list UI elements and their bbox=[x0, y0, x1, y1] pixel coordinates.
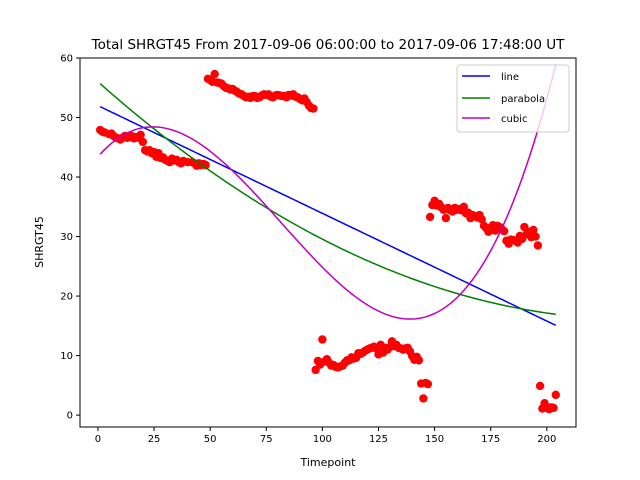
legend: line parabola cubic bbox=[456, 64, 570, 133]
scatter-points bbox=[95, 69, 561, 414]
legend-label-cubic: cubic bbox=[501, 114, 527, 125]
y-tick-label: 20 bbox=[60, 292, 73, 303]
x-tick-label: 100 bbox=[313, 434, 332, 445]
x-tick-label: 150 bbox=[425, 434, 444, 445]
y-tick-label: 10 bbox=[60, 351, 73, 362]
data-point bbox=[210, 69, 219, 79]
data-point bbox=[318, 335, 327, 344]
x-tick-label: 200 bbox=[537, 434, 556, 445]
data-point bbox=[138, 137, 148, 147]
series-cubic bbox=[99, 64, 557, 320]
data-point bbox=[309, 104, 318, 113]
data-point bbox=[441, 213, 451, 223]
y-tick-label: 60 bbox=[60, 54, 73, 65]
x-tick-label: 175 bbox=[481, 434, 500, 445]
plot-frame bbox=[79, 57, 577, 428]
y-tick-label: 50 bbox=[60, 113, 73, 124]
chart-title: Total SHRGT45 From 2017-09-06 06:00:00 t… bbox=[91, 37, 565, 53]
y-tick-label: 40 bbox=[60, 173, 73, 184]
data-point bbox=[419, 394, 428, 403]
x-tick-label: 125 bbox=[369, 434, 388, 445]
data-point bbox=[423, 379, 433, 389]
x-tick-label: 50 bbox=[204, 434, 217, 445]
x-axis: 0 25 50 75 100 125 150 175 200 bbox=[95, 427, 556, 445]
data-point bbox=[414, 356, 424, 365]
fit-lines bbox=[99, 64, 557, 327]
x-tick-label: 0 bbox=[95, 434, 101, 445]
legend-box bbox=[456, 64, 570, 133]
series-parabola bbox=[99, 83, 556, 315]
y-tick-label: 30 bbox=[60, 232, 73, 243]
legend-label-line: line bbox=[501, 72, 519, 83]
plot-area bbox=[95, 64, 561, 414]
y-axis: 0 10 20 30 40 50 60 bbox=[60, 54, 80, 422]
data-point bbox=[533, 241, 543, 250]
legend-label-parabola: parabola bbox=[501, 94, 545, 105]
data-point bbox=[425, 212, 435, 222]
data-point bbox=[201, 160, 210, 170]
data-point bbox=[551, 390, 561, 400]
x-tick-label: 25 bbox=[148, 434, 161, 445]
data-point bbox=[477, 215, 486, 224]
x-tick-label: 75 bbox=[260, 434, 273, 445]
data-point bbox=[531, 232, 540, 241]
y-tick-label: 0 bbox=[67, 411, 73, 422]
x-axis-label: Timepoint bbox=[300, 456, 357, 469]
data-point bbox=[136, 130, 145, 139]
data-point bbox=[549, 403, 558, 413]
series-line bbox=[99, 106, 557, 327]
y-axis-label: SHRGT45 bbox=[33, 216, 46, 268]
data-point bbox=[535, 381, 545, 391]
data-point bbox=[459, 202, 468, 211]
data-point bbox=[529, 225, 538, 235]
